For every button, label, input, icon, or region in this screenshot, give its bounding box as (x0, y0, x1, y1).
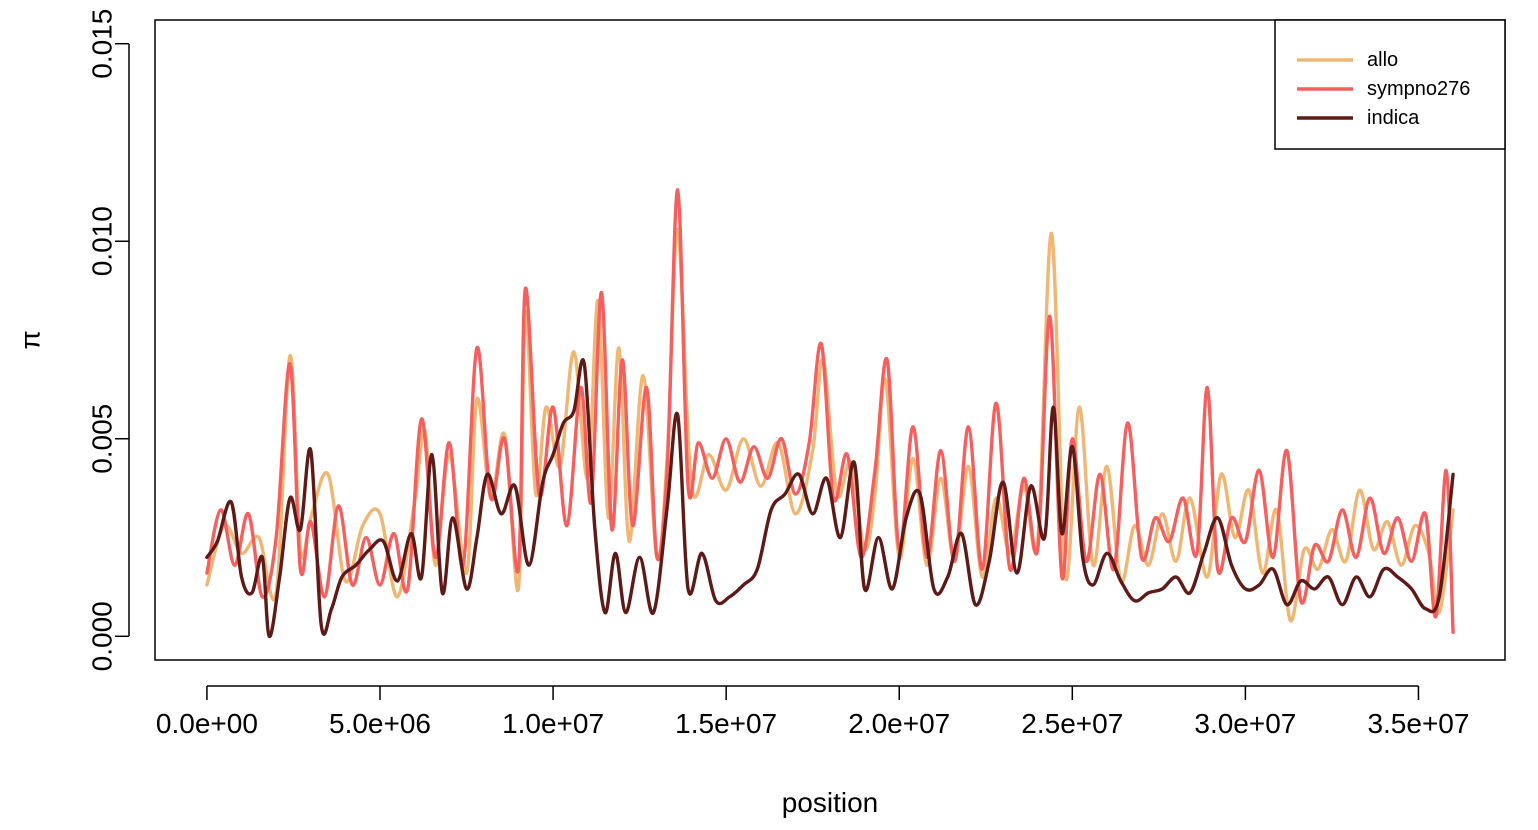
plot-frame (154, 19, 1506, 661)
series-layer (205, 188, 1455, 639)
y-tick-label: 0.015 (87, 9, 118, 79)
x-tick-label: 2.5e+07 (1021, 708, 1123, 739)
series-line-indica (205, 358, 1455, 639)
x-axis: 0.0e+00 5.0e+06 1.0e+07 1.5e+07 2.0e+07 2.5e+… (156, 685, 1469, 739)
x-tick-label: 3.5e+07 (1367, 708, 1469, 739)
y-tick-label: 0.000 (87, 601, 118, 671)
legend-label-sympno276: sympno276 (1367, 78, 1470, 100)
x-tick-label: 0.0e+00 (156, 708, 258, 739)
x-tick-label: 1.5e+07 (675, 708, 777, 739)
legend-label-indica: indica (1367, 107, 1420, 129)
legend-label-allo: allo (1367, 49, 1398, 71)
legend: allo sympno276 indica (1274, 19, 1506, 150)
y-tick-label: 0.010 (87, 206, 118, 276)
x-axis-title: position (782, 787, 879, 818)
y-tick-label: 0.005 (87, 404, 118, 474)
x-tick-label: 5.0e+06 (329, 708, 431, 739)
x-tick-label: 1.0e+07 (502, 708, 604, 739)
y-axis: 0.000 0.005 0.010 0.015 (87, 9, 130, 671)
legend-box (1274, 19, 1506, 150)
x-tick-label: 3.0e+07 (1194, 708, 1296, 739)
y-axis-title: π (15, 330, 46, 349)
x-tick-label: 2.0e+07 (848, 708, 950, 739)
